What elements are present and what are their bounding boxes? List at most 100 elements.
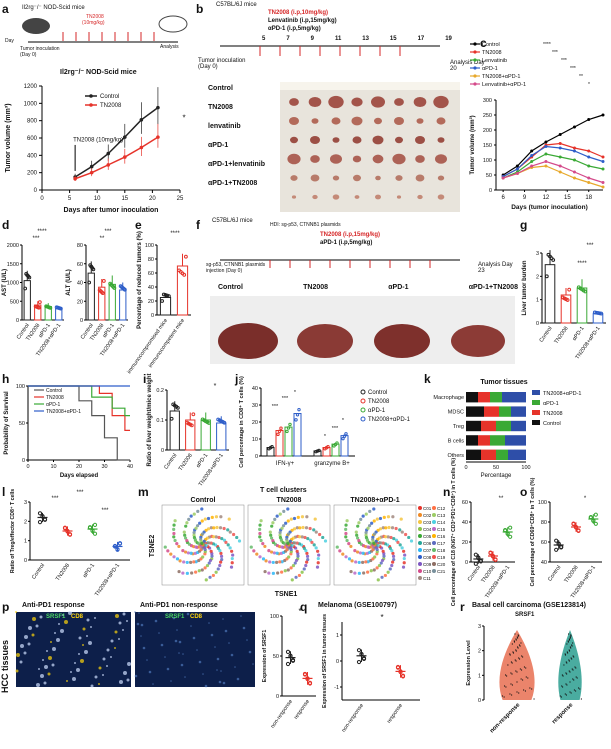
- data-point: [290, 658, 296, 663]
- x-tick-label: 0: [26, 464, 29, 470]
- tsne-point: [349, 569, 353, 574]
- tsne-point: [258, 523, 262, 527]
- tsne-point: [362, 571, 366, 575]
- cell-point: [564, 654, 567, 656]
- x-tick-label: granzyme B+: [314, 461, 350, 467]
- data-point: [285, 661, 291, 667]
- b-group-labels: Control TN2008 lenvatinib αPD-1 αPD-1+le…: [208, 85, 265, 187]
- tumor-sample: [354, 195, 360, 199]
- tsne-point: [185, 560, 189, 565]
- tsne-point: [400, 546, 404, 550]
- tsne-point: [193, 538, 197, 542]
- stained-cell: [15, 669, 19, 673]
- tsne-point: [347, 557, 352, 561]
- p-image-nonresponse: SRSF1 CD8: [134, 611, 255, 688]
- tsne-point: [197, 558, 201, 563]
- tsne-point: [386, 515, 391, 519]
- y-tick-label: 2: [24, 519, 27, 525]
- tsne-point: [361, 514, 365, 518]
- data-point: [508, 525, 513, 530]
- tsne-point: [201, 555, 205, 559]
- cell-point: [569, 637, 572, 639]
- tsne-point: [182, 560, 186, 564]
- stained-cell: [140, 623, 144, 627]
- stacked-segment: [481, 449, 496, 460]
- data-point: [572, 125, 576, 129]
- data-point: [544, 160, 548, 163]
- tsne-point: [314, 546, 318, 550]
- legend-label: C19: [437, 555, 446, 560]
- tsne-point: [290, 578, 294, 582]
- stained-cell: [164, 656, 166, 658]
- x-tick-label: response: [293, 699, 311, 721]
- data-point: [572, 176, 576, 180]
- stained-cell: [72, 677, 76, 681]
- series-line: [502, 153, 604, 179]
- data-point: [544, 140, 548, 144]
- cell-point: [572, 678, 574, 680]
- tsne-point: [271, 538, 275, 543]
- tsne-point: [211, 573, 215, 578]
- tsne-point: [390, 549, 394, 553]
- tsne-point: [297, 535, 302, 539]
- tsne-point: [388, 567, 392, 571]
- tsne-point: [364, 531, 368, 535]
- y-tick-label: 100: [270, 614, 279, 620]
- significance-mark: **: [100, 236, 105, 242]
- data-point: [587, 118, 591, 121]
- tsne-point: [305, 515, 309, 519]
- tsne-point: [382, 515, 386, 519]
- x-tick-label: non-response: [489, 702, 522, 735]
- stacked-segment: [484, 406, 499, 417]
- data-point: [593, 512, 598, 517]
- y-tick-label: 40: [77, 281, 83, 287]
- cell-point: [521, 655, 523, 657]
- data-point: [285, 429, 289, 434]
- tsne-point: [367, 524, 372, 528]
- data-point: [270, 445, 274, 449]
- y-axis-label: Ratio of liver weight/mice weight: [147, 373, 153, 466]
- y-tick-label: 20: [148, 299, 154, 305]
- significance-mark: **: [499, 496, 504, 502]
- significance-mark: ***: [272, 404, 279, 410]
- cell-point: [509, 653, 511, 655]
- c-line-chart: Control TN2008 Lenvatinib αPD-1 TN2008+αPD-1…: [469, 42, 605, 211]
- tsne-point: [294, 558, 299, 563]
- significance-mark: ***: [561, 58, 567, 64]
- stained-cell: [80, 659, 84, 663]
- panel-label-a: a: [2, 2, 9, 16]
- tumor-sample: [353, 174, 361, 182]
- significance-mark: *: [588, 82, 590, 88]
- legend-marker: [360, 389, 366, 395]
- y-tick-label: 1000: [24, 101, 38, 107]
- tsne-point: [194, 560, 198, 564]
- x-tick-label: 40: [127, 464, 133, 470]
- data-point: [501, 176, 505, 180]
- stained-cell: [136, 622, 140, 626]
- tsne-point: [368, 509, 372, 513]
- tsne-point: [315, 565, 320, 569]
- data-point: [175, 405, 180, 410]
- stained-cell: [114, 647, 116, 649]
- stacked-segment: [508, 449, 526, 460]
- cell-point: [574, 666, 576, 668]
- tsne-point: [316, 561, 320, 565]
- cell-point: [564, 653, 566, 655]
- tsne-point: [273, 517, 277, 521]
- cell-point: [518, 644, 521, 646]
- p-side-label: HCC tissues: [0, 640, 10, 694]
- tsne-point: [409, 539, 414, 543]
- data-point: [587, 176, 591, 180]
- survival-curve: [28, 385, 130, 417]
- tsne-point: [335, 545, 339, 549]
- tsne-point: [278, 560, 282, 564]
- stained-cell: [184, 676, 186, 678]
- data-point: [73, 176, 77, 181]
- data-point: [565, 298, 570, 302]
- tumor-sample: [372, 154, 384, 164]
- data-point: [361, 656, 367, 662]
- tsne-point: [321, 535, 325, 540]
- data-point: [572, 146, 576, 150]
- cell-point: [503, 696, 505, 698]
- stained-cell: [170, 680, 172, 682]
